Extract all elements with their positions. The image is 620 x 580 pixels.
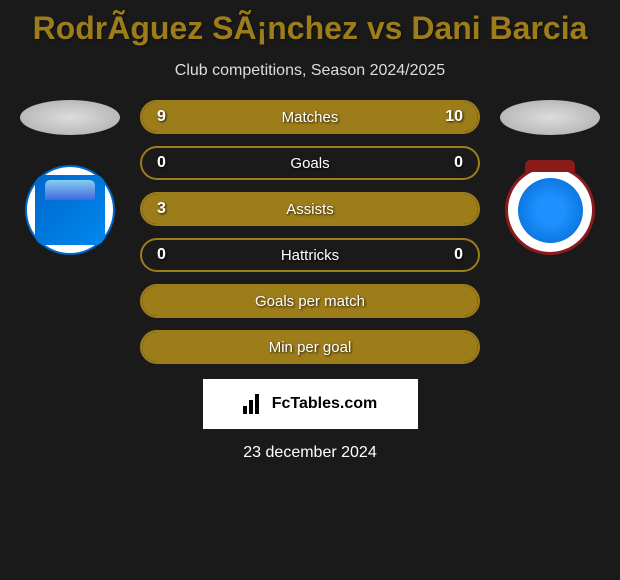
subtitle: Club competitions, Season 2024/2025 (10, 62, 610, 80)
main-container: RodrÃ­guez SÃ¡nchez vs Dani Barcia Club … (0, 0, 620, 462)
stat-label: Min per goal (269, 339, 352, 356)
stats-list: 9 Matches 10 0 Goals 0 3 Assists 0 Hattr… (125, 100, 495, 364)
footer-site-label: FcTables.com (272, 395, 378, 413)
player-right-photo (500, 100, 600, 135)
player-left-side (15, 100, 125, 255)
stat-left-value: 9 (157, 108, 166, 126)
player-left-photo (20, 100, 120, 135)
page-title: RodrÃ­guez SÃ¡nchez vs Dani Barcia (10, 0, 610, 47)
player-right-side (495, 100, 605, 255)
club-badge-right (505, 165, 595, 255)
stat-row-assists: 3 Assists (140, 192, 480, 226)
stat-left-value: 3 (157, 200, 166, 218)
stat-row-matches: 9 Matches 10 (140, 100, 480, 134)
club-badge-right-icon (518, 178, 583, 243)
stat-label: Goals (290, 155, 329, 172)
stat-label: Matches (282, 109, 339, 126)
stat-label: Hattricks (281, 247, 339, 264)
stat-left-value: 0 (157, 154, 166, 172)
stat-row-min-per-goal: Min per goal (140, 330, 480, 364)
stat-row-hattricks: 0 Hattricks 0 (140, 238, 480, 272)
stat-label: Assists (286, 201, 334, 218)
stat-row-goals: 0 Goals 0 (140, 146, 480, 180)
stat-right-value: 0 (454, 154, 463, 172)
stat-left-value: 0 (157, 246, 166, 264)
club-badge-left (25, 165, 115, 255)
club-badge-left-icon (35, 175, 105, 245)
chart-bars-icon (243, 394, 267, 414)
stat-right-value: 10 (445, 108, 463, 126)
stat-label: Goals per match (255, 293, 365, 310)
footer-date: 23 december 2024 (10, 444, 610, 462)
stat-row-goals-per-match: Goals per match (140, 284, 480, 318)
comparison-area: 9 Matches 10 0 Goals 0 3 Assists 0 Hattr… (10, 100, 610, 364)
stat-right-value: 0 (454, 246, 463, 264)
footer-site-badge[interactable]: FcTables.com (203, 379, 418, 429)
